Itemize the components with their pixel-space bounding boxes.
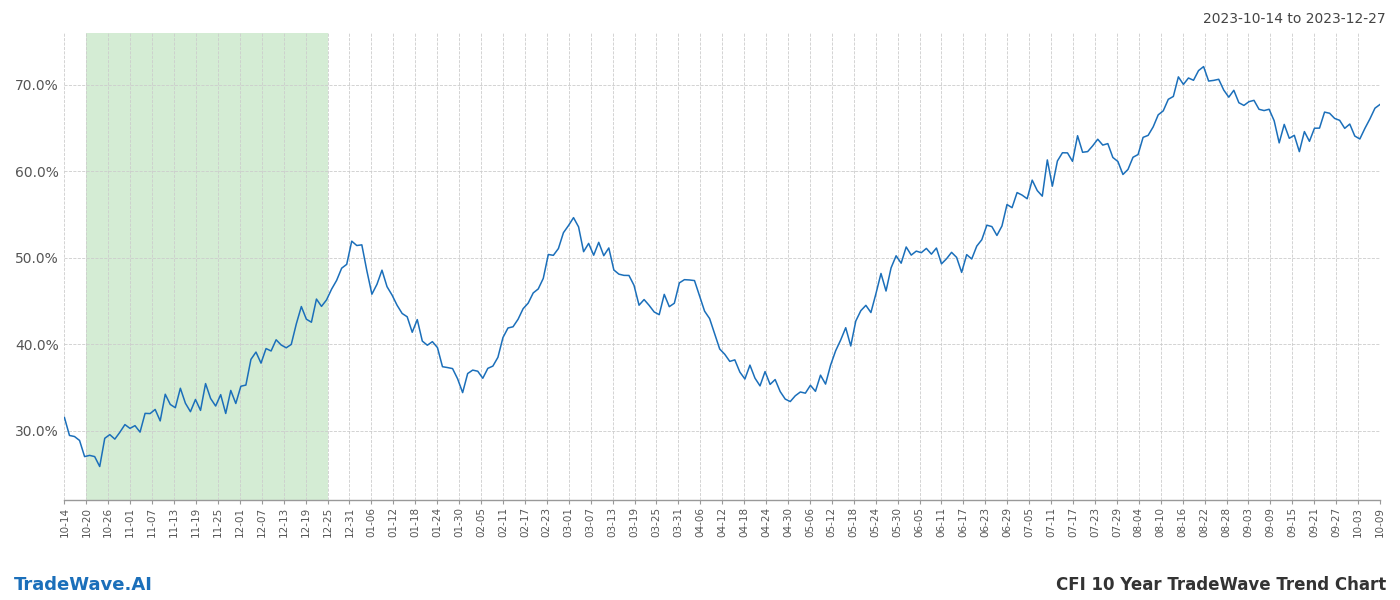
Text: 2023-10-14 to 2023-12-27: 2023-10-14 to 2023-12-27 xyxy=(1204,12,1386,26)
Text: TradeWave.AI: TradeWave.AI xyxy=(14,576,153,594)
Text: CFI 10 Year TradeWave Trend Chart: CFI 10 Year TradeWave Trend Chart xyxy=(1056,576,1386,594)
Bar xyxy=(87,33,328,500)
